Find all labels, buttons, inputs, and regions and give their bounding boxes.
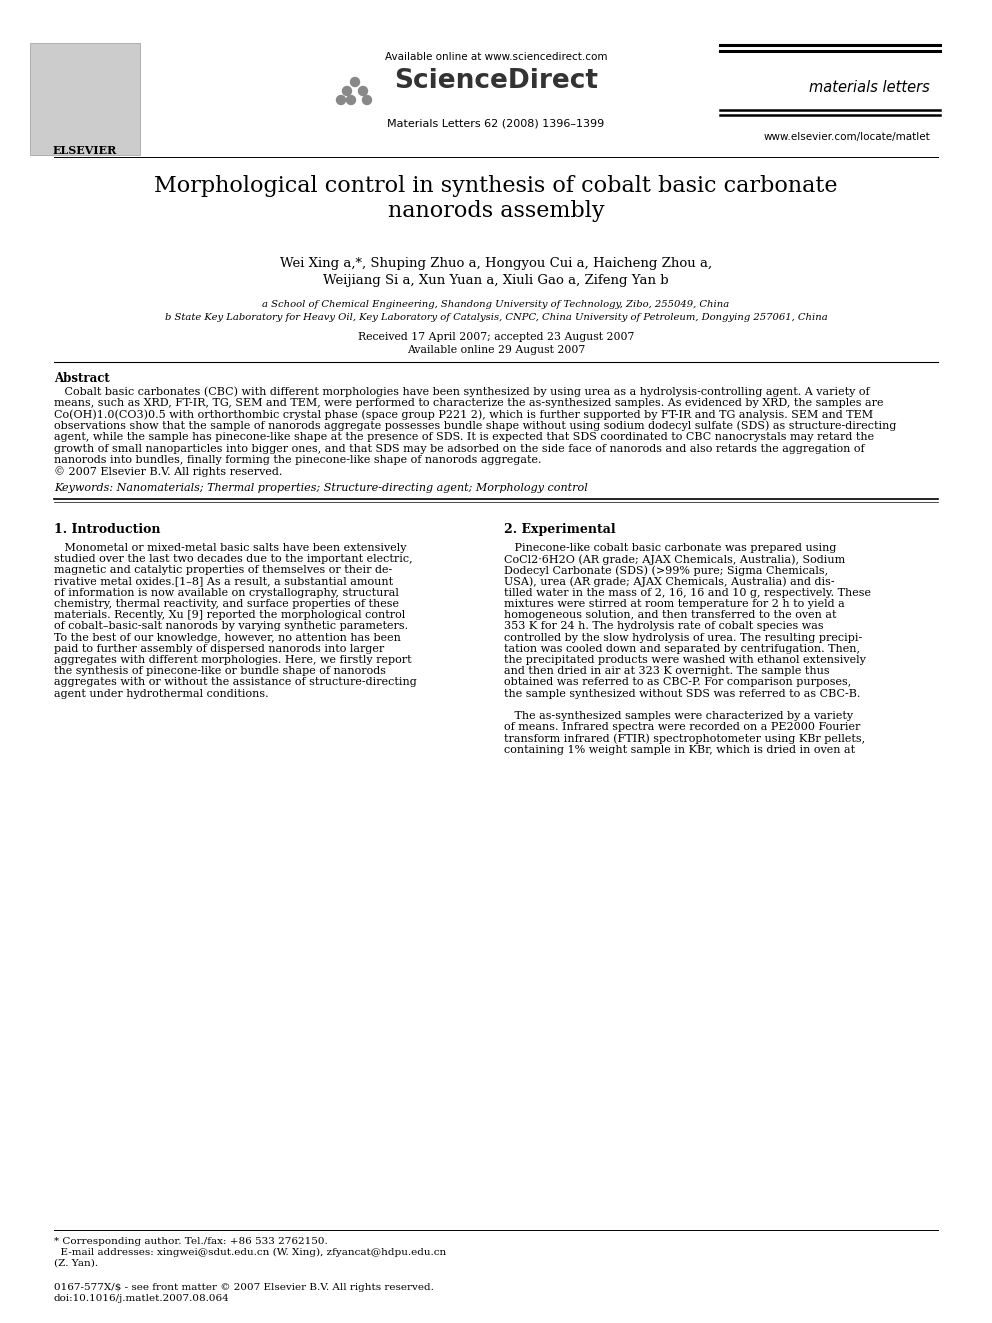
- Bar: [30, 44, 140, 155]
- Text: Monometal or mixed-metal basic salts have been extensively: Monometal or mixed-metal basic salts hav…: [54, 542, 407, 553]
- Text: agent under hydrothermal conditions.: agent under hydrothermal conditions.: [54, 688, 269, 699]
- Text: of means. Infrared spectra were recorded on a PE2000 Fourier: of means. Infrared spectra were recorded…: [504, 722, 860, 732]
- Text: USA), urea (AR grade; AJAX Chemicals, Australia) and dis-: USA), urea (AR grade; AJAX Chemicals, Au…: [504, 577, 834, 587]
- Circle shape: [350, 78, 359, 86]
- Text: Materials Letters 62 (2008) 1396–1399: Materials Letters 62 (2008) 1396–1399: [387, 118, 605, 128]
- Text: Dodecyl Carbonate (SDS) (>99% pure; Sigma Chemicals,: Dodecyl Carbonate (SDS) (>99% pure; Sigm…: [504, 565, 828, 576]
- Text: the sample synthesized without SDS was referred to as CBC-B.: the sample synthesized without SDS was r…: [504, 688, 860, 699]
- Text: a School of Chemical Engineering, Shandong University of Technology, Zibo, 25504: a School of Chemical Engineering, Shando…: [262, 300, 730, 310]
- Text: nanorods into bundles, finally forming the pinecone-like shape of nanorods aggre: nanorods into bundles, finally forming t…: [54, 455, 542, 464]
- Circle shape: [342, 86, 351, 95]
- Text: The as-synthesized samples were characterized by a variety: The as-synthesized samples were characte…: [504, 710, 853, 721]
- Text: materials letters: materials letters: [809, 79, 930, 95]
- Text: 353 K for 24 h. The hydrolysis rate of cobalt species was: 353 K for 24 h. The hydrolysis rate of c…: [504, 622, 823, 631]
- Text: paid to further assembly of dispersed nanorods into larger: paid to further assembly of dispersed na…: [54, 644, 384, 654]
- Text: ELSEVIER: ELSEVIER: [53, 146, 117, 156]
- Text: To the best of our knowledge, however, no attention has been: To the best of our knowledge, however, n…: [54, 632, 401, 643]
- Text: tilled water in the mass of 2, 16, 16 and 10 g, respectively. These: tilled water in the mass of 2, 16, 16 an…: [504, 587, 871, 598]
- Text: controlled by the slow hydrolysis of urea. The resulting precipi-: controlled by the slow hydrolysis of ure…: [504, 632, 862, 643]
- Text: of information is now available on crystallography, structural: of information is now available on cryst…: [54, 587, 399, 598]
- Text: 1. Introduction: 1. Introduction: [54, 523, 161, 536]
- Text: the precipitated products were washed with ethanol extensively: the precipitated products were washed wi…: [504, 655, 866, 665]
- Text: Keywords: Nanomaterials; Thermal properties; Structure-directing agent; Morpholo: Keywords: Nanomaterials; Thermal propert…: [54, 483, 587, 493]
- Text: © 2007 Elsevier B.V. All rights reserved.: © 2007 Elsevier B.V. All rights reserved…: [54, 467, 283, 478]
- Text: and then dried in air at 323 K overnight. The sample thus: and then dried in air at 323 K overnight…: [504, 667, 829, 676]
- Text: www.elsevier.com/locate/matlet: www.elsevier.com/locate/matlet: [763, 132, 930, 142]
- Text: means, such as XRD, FT-IR, TG, SEM and TEM, were performed to characterize the a: means, such as XRD, FT-IR, TG, SEM and T…: [54, 397, 884, 407]
- Text: growth of small nanoparticles into bigger ones, and that SDS may be adsorbed on : growth of small nanoparticles into bigge…: [54, 443, 865, 454]
- Text: containing 1% weight sample in KBr, which is dried in oven at: containing 1% weight sample in KBr, whic…: [504, 745, 855, 754]
- Circle shape: [346, 95, 355, 105]
- Circle shape: [362, 95, 371, 105]
- Text: (Z. Yan).: (Z. Yan).: [54, 1259, 98, 1267]
- Text: Available online 29 August 2007: Available online 29 August 2007: [407, 345, 585, 355]
- Text: 0167-577X/$ - see front matter © 2007 Elsevier B.V. All rights reserved.: 0167-577X/$ - see front matter © 2007 El…: [54, 1283, 434, 1293]
- Text: observations show that the sample of nanorods aggregate possesses bundle shape w: observations show that the sample of nan…: [54, 421, 897, 431]
- Text: mixtures were stirred at room temperature for 2 h to yield a: mixtures were stirred at room temperatur…: [504, 599, 845, 609]
- Text: Available online at www.sciencedirect.com: Available online at www.sciencedirect.co…: [385, 52, 607, 62]
- Text: E-mail addresses: xingwei@sdut.edu.cn (W. Xing), zfyancat@hdpu.edu.cn: E-mail addresses: xingwei@sdut.edu.cn (W…: [54, 1248, 446, 1257]
- Text: Co(OH)1.0(CO3)0.5 with orthorthombic crystal phase (space group P221 2), which i: Co(OH)1.0(CO3)0.5 with orthorthombic cry…: [54, 409, 873, 419]
- Text: studied over the last two decades due to the important electric,: studied over the last two decades due to…: [54, 554, 413, 564]
- Text: materials. Recently, Xu [9] reported the morphological control: materials. Recently, Xu [9] reported the…: [54, 610, 406, 620]
- Text: doi:10.1016/j.matlet.2007.08.064: doi:10.1016/j.matlet.2007.08.064: [54, 1294, 230, 1303]
- Text: * Corresponding author. Tel./fax: +86 533 2762150.: * Corresponding author. Tel./fax: +86 53…: [54, 1237, 327, 1246]
- Text: of cobalt–basic-salt nanorods by varying synthetic parameters.: of cobalt–basic-salt nanorods by varying…: [54, 622, 408, 631]
- Text: Morphological control in synthesis of cobalt basic carbonate
nanorods assembly: Morphological control in synthesis of co…: [154, 175, 838, 222]
- Text: CoCl2·6H2O (AR grade; AJAX Chemicals, Australia), Sodium: CoCl2·6H2O (AR grade; AJAX Chemicals, Au…: [504, 554, 845, 565]
- Text: transform infrared (FTIR) spectrophotometer using KBr pellets,: transform infrared (FTIR) spectrophotome…: [504, 733, 865, 744]
- Text: tation was cooled down and separated by centrifugation. Then,: tation was cooled down and separated by …: [504, 644, 860, 654]
- Text: aggregates with or without the assistance of structure-directing: aggregates with or without the assistanc…: [54, 677, 417, 688]
- Text: Abstract: Abstract: [54, 372, 110, 385]
- Text: magnetic and catalytic properties of themselves or their de-: magnetic and catalytic properties of the…: [54, 565, 392, 576]
- Text: 2. Experimental: 2. Experimental: [504, 523, 616, 536]
- Text: b State Key Laboratory for Heavy Oil, Key Laboratory of Catalysis, CNPC, China U: b State Key Laboratory for Heavy Oil, Ke…: [165, 314, 827, 321]
- Text: chemistry, thermal reactivity, and surface properties of these: chemistry, thermal reactivity, and surfa…: [54, 599, 399, 609]
- Text: ScienceDirect: ScienceDirect: [394, 67, 598, 94]
- Text: homogeneous solution, and then transferred to the oven at: homogeneous solution, and then transferr…: [504, 610, 836, 620]
- Text: Received 17 April 2007; accepted 23 August 2007: Received 17 April 2007; accepted 23 Augu…: [358, 332, 634, 343]
- Text: the synthesis of pinecone-like or bundle shape of nanorods: the synthesis of pinecone-like or bundle…: [54, 667, 386, 676]
- Circle shape: [336, 95, 345, 105]
- Text: aggregates with different morphologies. Here, we firstly report: aggregates with different morphologies. …: [54, 655, 412, 665]
- Text: Cobalt basic carbonates (CBC) with different morphologies have been synthesized : Cobalt basic carbonates (CBC) with diffe…: [54, 386, 870, 397]
- Text: rivative metal oxides.[1–8] As a result, a substantial amount: rivative metal oxides.[1–8] As a result,…: [54, 577, 393, 586]
- Text: agent, while the sample has pinecone-like shape at the presence of SDS. It is ex: agent, while the sample has pinecone-lik…: [54, 433, 874, 442]
- Text: Wei Xing a,*, Shuping Zhuo a, Hongyou Cui a, Haicheng Zhou a,: Wei Xing a,*, Shuping Zhuo a, Hongyou Cu…: [280, 257, 712, 270]
- Circle shape: [358, 86, 367, 95]
- Text: Pinecone-like cobalt basic carbonate was prepared using: Pinecone-like cobalt basic carbonate was…: [504, 542, 836, 553]
- Text: obtained was referred to as CBC-P. For comparison purposes,: obtained was referred to as CBC-P. For c…: [504, 677, 851, 688]
- Text: Weijiang Si a, Xun Yuan a, Xiuli Gao a, Zifeng Yan b: Weijiang Si a, Xun Yuan a, Xiuli Gao a, …: [323, 274, 669, 287]
